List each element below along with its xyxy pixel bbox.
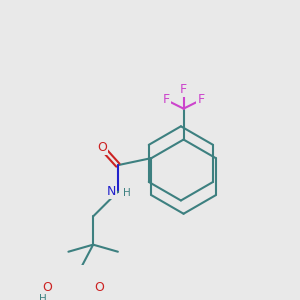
Text: N: N [107,185,116,198]
Text: F: F [198,93,205,106]
Text: F: F [162,93,169,106]
Text: O: O [94,280,104,294]
Text: O: O [42,280,52,294]
Text: F: F [180,83,187,96]
Text: H: H [39,294,47,300]
Text: O: O [97,141,107,154]
Text: H: H [123,188,131,198]
